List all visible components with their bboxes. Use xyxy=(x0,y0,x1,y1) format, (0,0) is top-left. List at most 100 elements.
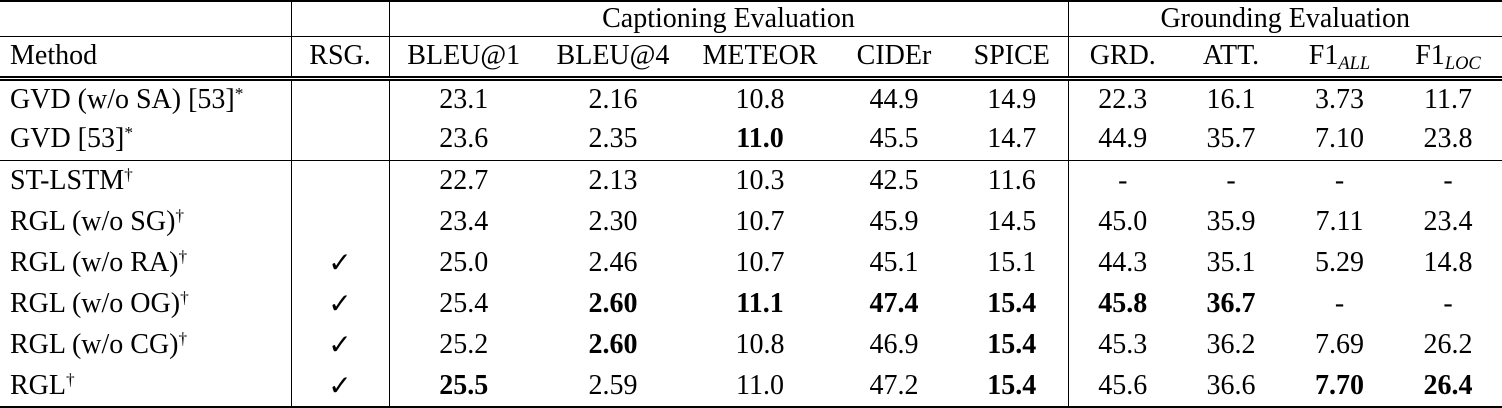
value-cell: - xyxy=(1443,165,1453,197)
value-cell: 10.7 xyxy=(735,247,785,279)
method-label: ST-LSTM xyxy=(10,165,125,197)
value-cell: 2.46 xyxy=(588,247,638,279)
empty-header-cell xyxy=(291,1,390,37)
value-cell: 7.69 xyxy=(1315,329,1364,361)
value-cell: 11.1 xyxy=(736,288,784,320)
method-cell: RGL (w/o CG)† xyxy=(0,324,292,366)
value-cell: 45.5 xyxy=(832,119,956,161)
method-label: RGL (w/o CG) xyxy=(10,329,179,361)
value-cell: 45.0 xyxy=(1098,205,1148,237)
method-label: GVD (w/o SA) [53] xyxy=(10,83,235,115)
value-cell: 47.2 xyxy=(869,369,919,401)
checkmark-icon: ✓ xyxy=(328,248,352,280)
value-cell: 7.70 xyxy=(1315,369,1364,401)
table-row: RGL (w/o SG)† 23.4 2.30 10.7 45.9 14.5 45.0 35.… xyxy=(0,201,1502,243)
value-cell: 5.29 xyxy=(1315,247,1364,279)
method-superscript-marker: † xyxy=(124,165,133,185)
method-superscript-marker: † xyxy=(66,369,75,389)
value-cell: 2.35 xyxy=(538,119,688,161)
rsg-cell: ✓ xyxy=(291,324,390,366)
value-cell: 36.6 xyxy=(1206,369,1256,401)
method-superscript-marker: † xyxy=(180,288,189,308)
table-row: GVD (w/o SA) [53]* 23.1 2.16 10.8 44.9 14.9 22… xyxy=(0,78,1502,120)
value-cell: - xyxy=(1118,165,1128,197)
value-cell: 44.3 xyxy=(1098,247,1148,279)
value-cell: 45.1 xyxy=(869,247,919,279)
grounding-eval-span-header: Grounding Evaluation xyxy=(1068,1,1502,37)
method-cell: RGL (w/o RA)† xyxy=(0,242,292,284)
table-row: RGL (w/o CG)† ✓ 25.2 2.60 10.8 46.9 15.4 45.3 36… xyxy=(0,324,1502,366)
value-cell: 11.0 xyxy=(688,119,832,161)
value-cell: 10.8 xyxy=(735,83,785,115)
value-cell: 42.5 xyxy=(869,165,919,197)
method-label: GVD [53] xyxy=(10,123,125,155)
col-header-f1all: F1ALL xyxy=(1285,36,1394,81)
value-cell: 22.3 xyxy=(1098,83,1148,115)
column-header-row: Method RSG. BLEU@1 BLEU@4 METEOR CIDEr S… xyxy=(0,36,1502,81)
method-label: RGL (w/o SG) xyxy=(10,205,176,237)
checkmark-icon: ✓ xyxy=(328,370,352,402)
value-cell: 26.2 xyxy=(1423,329,1473,361)
value-cell: 10.8 xyxy=(735,329,785,361)
value-cell: 47.4 xyxy=(869,288,919,320)
col-header-method: Method xyxy=(0,36,292,81)
method-superscript-marker: † xyxy=(175,205,185,225)
value-cell: 7.11 xyxy=(1315,205,1364,237)
rsg-cell: ✓ xyxy=(291,242,390,284)
method-cell: RGL† xyxy=(0,365,292,407)
value-cell: 36.2 xyxy=(1206,329,1256,361)
value-cell: - xyxy=(1334,165,1345,197)
method-superscript-marker: * xyxy=(124,123,133,143)
rsg-cell xyxy=(291,78,390,120)
col-header-bleu4: BLEU@4 xyxy=(538,36,688,81)
method-cell: RGL (w/o OG)† xyxy=(0,283,292,325)
value-cell: 45.9 xyxy=(869,205,919,237)
col-header-grd: GRD. xyxy=(1068,36,1177,81)
value-cell: 10.3 xyxy=(735,165,785,197)
value-cell: 11.0 xyxy=(736,369,784,401)
table-row: RGL (w/o OG)† ✓ 25.4 2.60 11.1 47.4 15.4 45.8 36… xyxy=(0,283,1502,325)
method-cell: RGL (w/o SG)† xyxy=(0,201,292,243)
table-row: ST-LSTM† 22.7 2.13 10.3 42.5 11.6 - - - - xyxy=(0,160,1502,202)
table-row: GVD [53]* 23.6 2.35 11.0 45.5 14.7 44.9 35.7 7.1… xyxy=(0,119,1502,161)
value-cell: 2.59 xyxy=(588,369,638,401)
table-row: RGL (w/o RA)† ✓ 25.0 2.46 10.7 45.1 15.1 44.3 35… xyxy=(0,242,1502,284)
method-cell: GVD [53]* xyxy=(0,119,292,161)
value-cell: - xyxy=(1443,288,1453,320)
value-cell: 3.73 xyxy=(1315,83,1364,115)
rsg-cell: ✓ xyxy=(291,283,390,325)
captioning-eval-span-header: Captioning Evaluation xyxy=(389,1,1069,37)
value-cell: - xyxy=(1334,288,1345,320)
method-superscript-marker: * xyxy=(234,83,244,103)
checkmark-icon: ✓ xyxy=(328,330,352,362)
value-cell: 26.4 xyxy=(1423,369,1473,401)
span-header-row: Captioning Evaluation Grounding Evaluati… xyxy=(0,1,1502,37)
value-cell: 35.1 xyxy=(1206,247,1256,279)
value-cell: 25.4 xyxy=(439,288,489,320)
col-header-att: ATT. xyxy=(1177,36,1285,81)
value-cell: 23.4 xyxy=(1423,205,1473,237)
value-cell: 25.5 xyxy=(439,369,489,401)
value-cell: 2.13 xyxy=(588,165,638,197)
value-cell: 35.9 xyxy=(1206,205,1256,237)
value-cell: 25.0 xyxy=(439,247,489,279)
value-cell: 2.16 xyxy=(588,83,638,115)
method-label: RGL (w/o OG) xyxy=(10,288,181,320)
col-header-rsg: RSG. xyxy=(291,36,390,81)
value-cell: 11.7 xyxy=(1424,83,1472,115)
value-cell: 25.2 xyxy=(439,329,489,361)
col-header-cider: CIDEr xyxy=(832,36,956,81)
col-header-bleu1: BLEU@1 xyxy=(389,36,538,81)
value-cell: 2.60 xyxy=(588,329,638,361)
table-row: RGL† ✓ 25.5 2.59 11.0 47.2 15.4 45.6 36.6 7.70 26.… xyxy=(0,365,1502,407)
value-cell: 45.6 xyxy=(1098,369,1148,401)
value-cell: 44.9 xyxy=(1068,119,1177,161)
value-cell: 22.7 xyxy=(439,165,489,197)
rsg-cell xyxy=(291,119,390,161)
value-cell: 15.4 xyxy=(956,324,1069,366)
method-cell: ST-LSTM† xyxy=(0,160,292,202)
value-cell: 15.4 xyxy=(956,283,1069,325)
method-superscript-marker: † xyxy=(178,329,188,349)
col-header-spice: SPICE xyxy=(956,36,1069,81)
